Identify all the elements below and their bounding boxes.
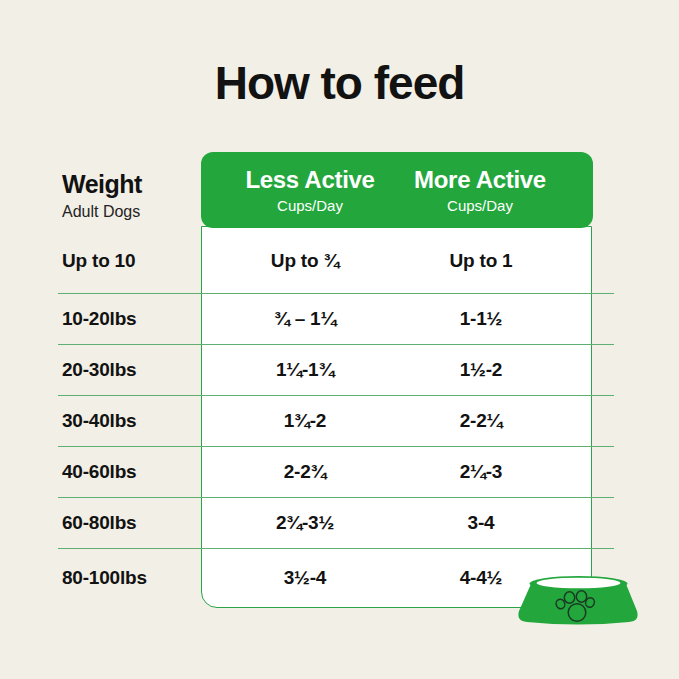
table-row: 60-80lbs 2¾-3½ 3-4	[58, 497, 614, 548]
row-less-active: 2¾-3½	[202, 512, 397, 534]
table-row: 20-30lbs 1¼-1¾ 1½-2	[58, 344, 614, 395]
row-weight: 60-80lbs	[58, 512, 202, 534]
row-more-active: 2-2¼	[397, 410, 594, 432]
feeding-table-header: Less Active Cups/Day More Active Cups/Da…	[201, 152, 593, 228]
less-active-label: Less Active	[225, 166, 395, 194]
more-active-label: More Active	[395, 166, 565, 194]
row-more-active: Up to 1	[397, 250, 594, 272]
column-header-more-active: More Active Cups/Day	[395, 166, 593, 214]
weight-sublabel: Adult Dogs	[62, 203, 142, 221]
row-less-active: 1¾-2	[202, 410, 397, 432]
page-title: How to feed	[0, 56, 679, 110]
how-to-feed-infographic: { "title": "How to feed", "colors": { "b…	[0, 0, 679, 679]
weight-column-header: Weight Adult Dogs	[62, 170, 142, 221]
table-row: 30-40lbs 1¾-2 2-2¼	[58, 395, 614, 446]
table-row: 40-60lbs 2-2¾ 2¼-3	[58, 446, 614, 497]
row-more-active: 1½-2	[397, 359, 594, 381]
less-active-sublabel: Cups/Day	[225, 197, 395, 214]
row-less-active: ¾ – 1¼	[202, 308, 397, 330]
row-more-active: 1-1½	[397, 308, 594, 330]
row-weight: 20-30lbs	[58, 359, 202, 381]
row-less-active: 1¼-1¾	[202, 359, 397, 381]
table-row: 10-20lbs ¾ – 1¼ 1-1½	[58, 293, 614, 344]
row-weight: 40-60lbs	[58, 461, 202, 483]
row-less-active: 3½-4	[202, 567, 397, 589]
row-less-active: Up to ¾	[202, 250, 397, 272]
weight-label: Weight	[62, 170, 142, 199]
row-weight: 30-40lbs	[58, 410, 202, 432]
row-more-active: 3-4	[397, 512, 594, 534]
row-less-active: 2-2¾	[202, 461, 397, 483]
dog-bowl-with-paw-icon	[505, 550, 665, 640]
row-weight: 10-20lbs	[58, 308, 202, 330]
row-weight: Up to 10	[58, 250, 202, 272]
row-more-active: 2¼-3	[397, 461, 594, 483]
row-weight: 80-100lbs	[58, 567, 202, 589]
table-row: Up to 10 Up to ¾ Up to 1	[58, 228, 614, 293]
column-header-less-active: Less Active Cups/Day	[201, 166, 395, 214]
more-active-sublabel: Cups/Day	[395, 197, 565, 214]
